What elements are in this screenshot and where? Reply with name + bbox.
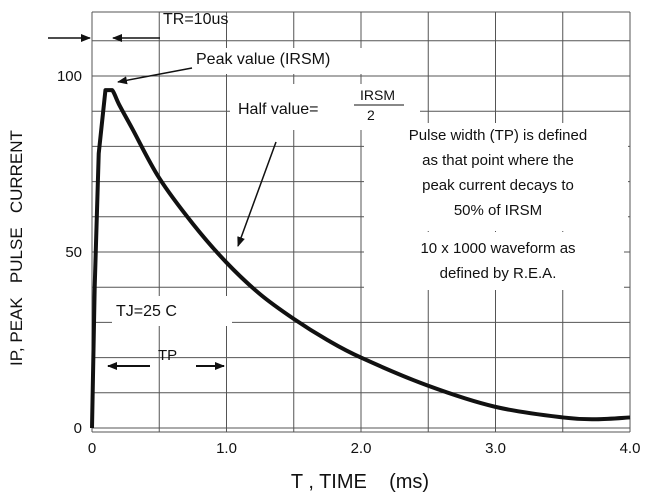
peak-annotation: Peak value (IRSM)	[117, 51, 330, 85]
pulse-width-line: Pulse width (TP) is defined	[409, 127, 587, 144]
tj-annotation: TJ=25 C	[116, 303, 177, 320]
x-tick-label: 0	[88, 440, 96, 457]
pulse-width-line: as that point where the	[422, 152, 574, 169]
half-value-label: Half value=	[238, 101, 319, 118]
x-axis-label: T , TIME (ms)	[291, 471, 429, 493]
y-tick-label: 0	[74, 420, 82, 437]
tj-label: TJ=25 C	[116, 303, 177, 320]
pulse-width-line: peak current decays to	[422, 177, 574, 194]
waveform-note: 10 x 1000 waveform as defined by R.E.A.	[420, 240, 575, 282]
series-line	[90, 88, 631, 429]
pulse-width-note: Pulse width (TP) is defined as that poin…	[409, 127, 587, 219]
annotation-backgrounds	[112, 48, 628, 326]
waveform-line: 10 x 1000 waveform as	[420, 240, 575, 257]
x-tick-label: 4.0	[620, 440, 641, 457]
tp-label: TP	[158, 347, 177, 364]
x-tick-label: 1.0	[216, 440, 237, 457]
tick-labels: 0 1.0 2.0 3.0 4.0 0 50 100	[57, 68, 640, 457]
y-axis-label: IP, PEAK PULSE CURRENT	[7, 130, 26, 366]
tr-label: TR=10us	[163, 11, 228, 28]
half-value-denominator: 2	[367, 107, 375, 123]
y-tick-label: 100	[57, 68, 82, 85]
pulse-width-line: 50% of IRSM	[454, 202, 542, 219]
tr-annotation: TR=10us	[48, 11, 228, 42]
waveform-line: defined by R.E.A.	[440, 265, 557, 282]
peak-label: Peak value (IRSM)	[196, 51, 330, 68]
y-tick-label: 50	[65, 244, 82, 261]
half-value-numerator: IRSM	[360, 87, 395, 103]
half-value-annotation: Half value= IRSM 2	[237, 87, 404, 247]
x-tick-label: 2.0	[351, 440, 372, 457]
x-tick-label: 3.0	[485, 440, 506, 457]
tp-annotation: TP	[107, 347, 225, 370]
